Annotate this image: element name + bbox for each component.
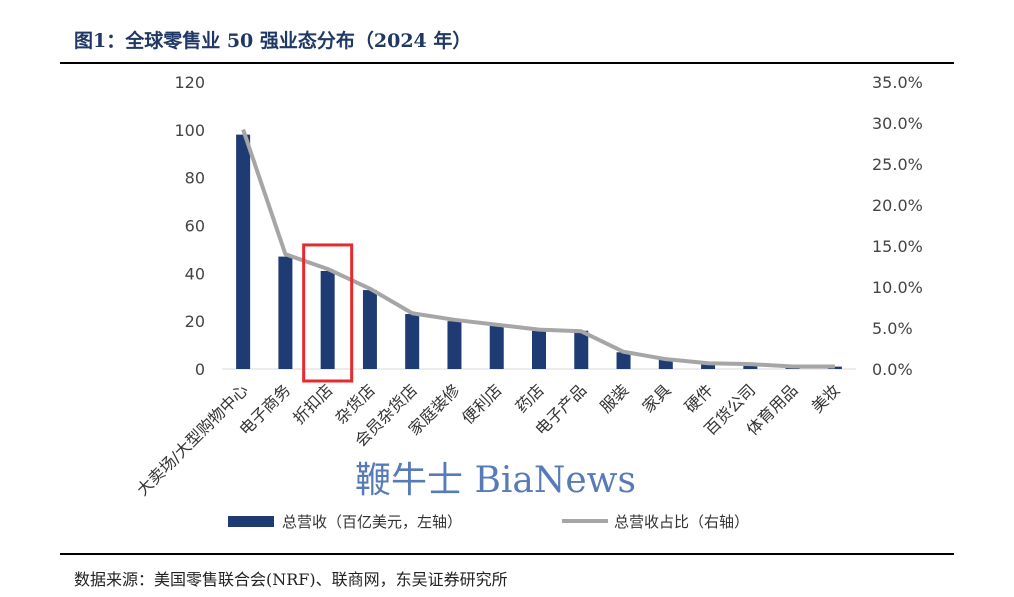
left-axis: 0 20 40 60 80 100 120: [174, 73, 205, 379]
bar: [278, 256, 293, 369]
bar: [236, 134, 251, 369]
legend-bar-label: 总营收（百亿美元，左轴）: [282, 513, 462, 531]
bar: [489, 325, 504, 369]
left-axis-tick: 60: [185, 217, 205, 236]
left-axis-tick: 40: [185, 264, 205, 283]
legend-bar-swatch: [228, 516, 274, 527]
left-axis-tick: 20: [185, 312, 205, 331]
right-axis: 0.0% 5.0% 10.0% 15.0% 20.0% 25.0% 30.0% 35.0%: [872, 73, 923, 379]
left-axis-tick: 0: [195, 360, 205, 379]
left-axis-tick: 120: [174, 73, 205, 92]
bar: [701, 364, 716, 369]
right-axis-tick: 35.0%: [872, 73, 923, 92]
right-axis-tick: 15.0%: [872, 237, 923, 256]
source-note: 数据来源：美国零售联合会(NRF)、联商网，东吴证券研究所: [74, 570, 508, 589]
right-axis-tick: 30.0%: [872, 114, 923, 133]
right-axis-tick: 25.0%: [872, 155, 923, 174]
category-label: 家具: [639, 380, 675, 416]
top-rule: [60, 62, 954, 64]
category-label: 大卖场/大型购物中心: [133, 380, 252, 499]
highlight-box: [302, 243, 354, 383]
right-axis-tick: 10.0%: [872, 278, 923, 297]
bar: [574, 330, 589, 369]
bar: [532, 330, 546, 369]
bar: [362, 290, 377, 369]
legend-line-label: 总营收占比（右轴）: [614, 513, 749, 531]
bottom-rule: [60, 553, 954, 555]
category-label: 服装: [596, 380, 632, 416]
bar: [743, 364, 758, 369]
bar: [320, 270, 335, 369]
bar-series: [236, 134, 842, 369]
left-axis-tick: 80: [185, 169, 205, 188]
bar: [405, 313, 420, 369]
bar: [616, 352, 631, 369]
right-axis-tick: 20.0%: [872, 196, 923, 215]
category-label: 美妆: [808, 380, 844, 416]
category-label: 折扣店: [289, 380, 336, 427]
left-axis-tick: 100: [174, 121, 205, 140]
share-line: [241, 128, 835, 369]
right-axis-tick: 0.0%: [872, 360, 913, 379]
figure-title: 图1：全球零售业 50 强业态分布（2024 年）: [74, 30, 472, 52]
right-axis-tick: 5.0%: [872, 319, 913, 338]
legend: 总营收（百亿美元，左轴） 总营收占比（右轴）: [228, 513, 749, 531]
category-label: 药店: [512, 380, 548, 416]
category-label: 便利店: [458, 380, 505, 427]
bar: [658, 359, 673, 369]
category-label: 硬件: [681, 380, 717, 416]
watermark: 鞭牛士 BiaNews: [355, 460, 636, 501]
bar: [447, 321, 462, 369]
